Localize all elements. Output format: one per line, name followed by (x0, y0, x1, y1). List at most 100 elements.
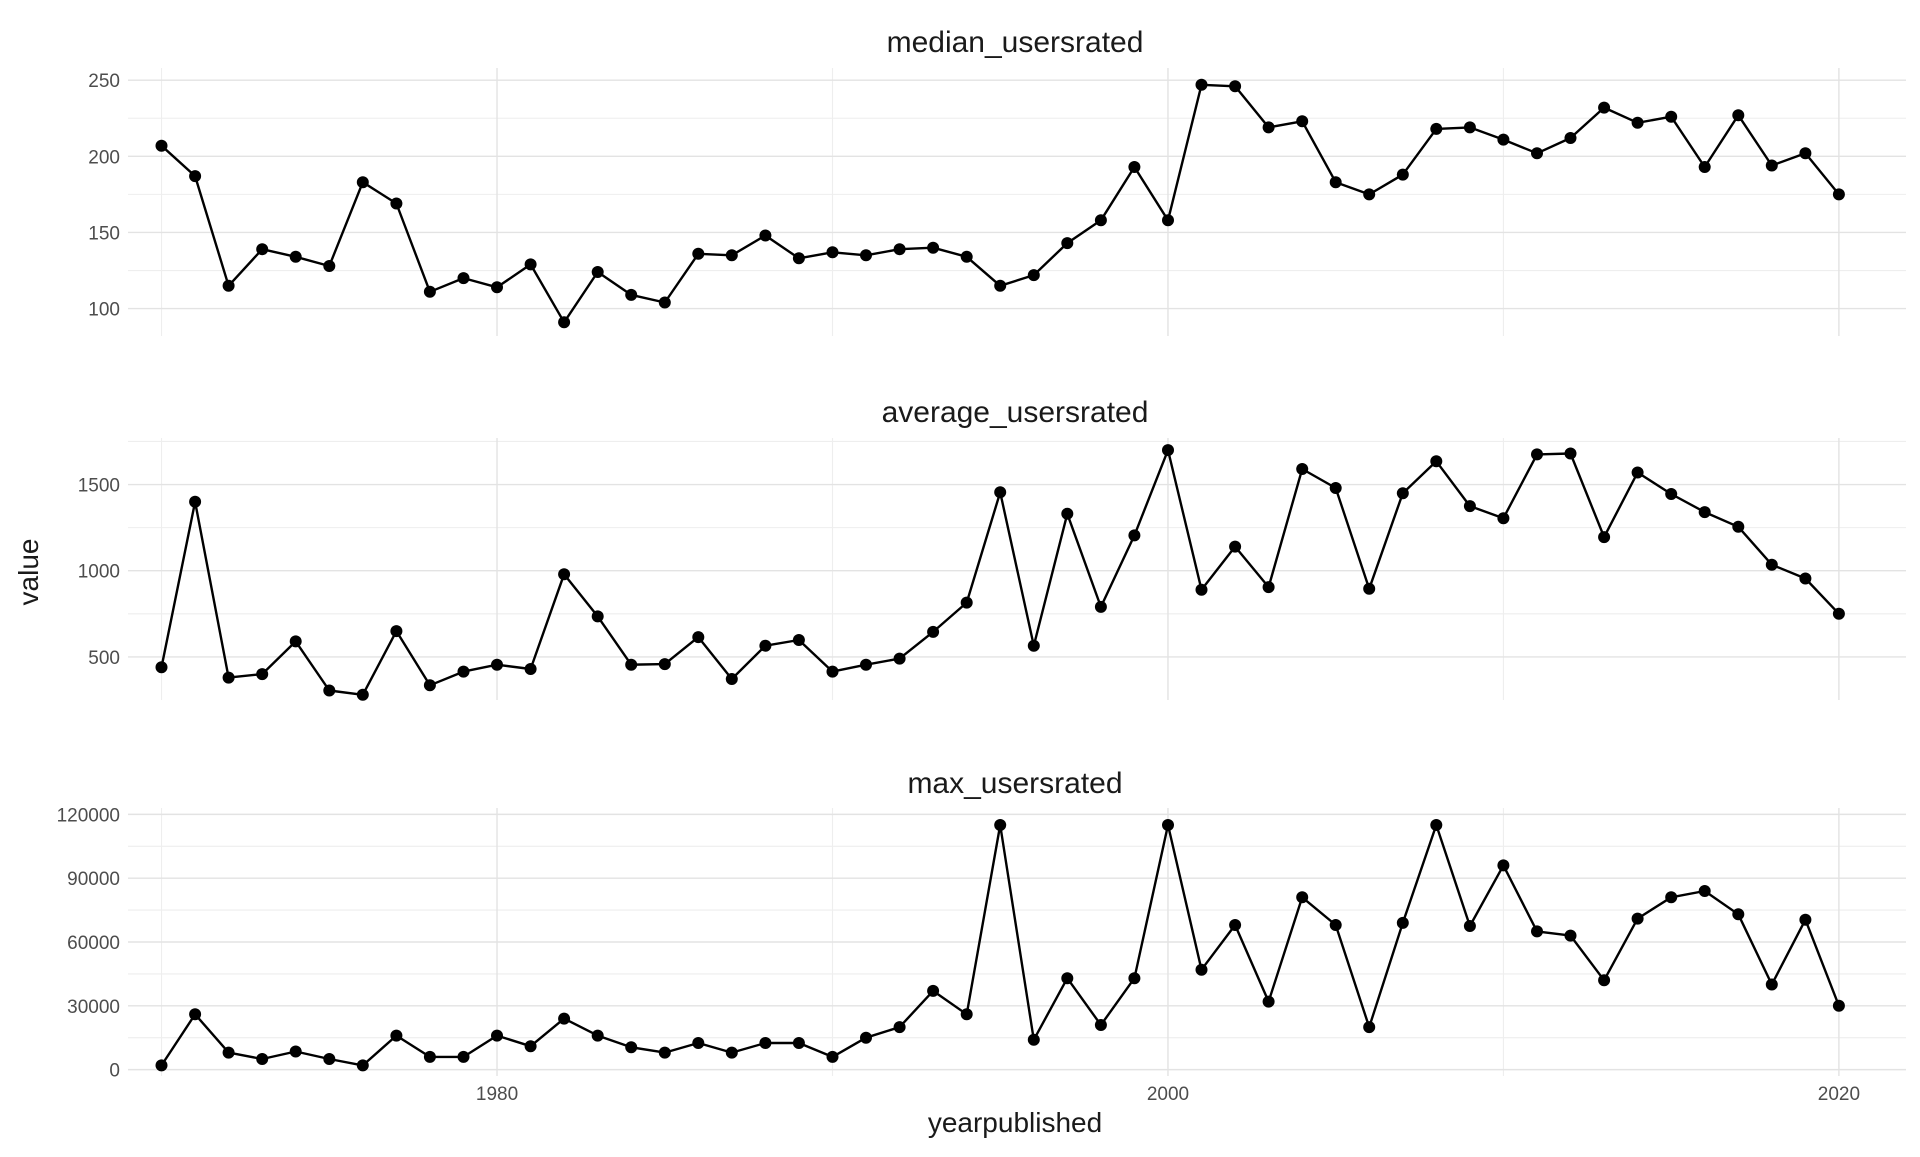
data-point (658, 296, 671, 309)
data-point (189, 170, 202, 183)
data-point (1262, 121, 1275, 134)
data-point (927, 625, 940, 638)
data-point (1128, 161, 1141, 173)
data-point (155, 1059, 168, 1072)
data-point (1296, 891, 1309, 904)
data-point (356, 688, 369, 701)
data-point (356, 1059, 369, 1072)
data-point (1430, 819, 1443, 831)
data-point (457, 665, 470, 678)
data-point (1262, 995, 1275, 1008)
data-point (625, 658, 638, 671)
data-point (256, 668, 269, 681)
x-tick-label: 2020 (1818, 1084, 1860, 1105)
data-point (591, 266, 604, 278)
data-point (1061, 237, 1074, 250)
data-point (256, 243, 269, 256)
panel-median-usersrated: 100 150 200 250 median_usersrated (88, 26, 1906, 336)
x-tick-label: 2000 (1147, 1084, 1189, 1105)
data-point (1094, 1019, 1107, 1031)
data-point (1094, 600, 1107, 613)
data-point (1296, 115, 1309, 128)
data-point (591, 610, 604, 623)
data-point (222, 1046, 235, 1059)
panel-title: median_usersrated (887, 26, 1144, 59)
data-point (256, 1053, 269, 1065)
data-point (1061, 507, 1074, 520)
data-point (1329, 482, 1342, 494)
data-point (1665, 488, 1678, 500)
data-point (1128, 972, 1141, 985)
y-tick-label: 1000 (78, 562, 120, 583)
x-tick-label: 1980 (476, 1084, 518, 1105)
data-point (759, 1037, 772, 1049)
data-point (1195, 583, 1208, 596)
data-point (423, 1050, 436, 1063)
data-point (1061, 972, 1074, 985)
data-point (1363, 1021, 1376, 1034)
data-point (1665, 891, 1678, 904)
data-point (1497, 133, 1510, 146)
data-point (1631, 466, 1644, 479)
data-point (1162, 819, 1174, 831)
data-point (826, 246, 839, 259)
y-tick-label: 500 (88, 648, 120, 669)
data-point (759, 639, 772, 652)
data-point (457, 272, 470, 285)
data-point (893, 652, 906, 665)
data-point (1799, 913, 1812, 926)
data-point (390, 625, 403, 638)
data-point (491, 1029, 503, 1042)
y-tick-label: 90000 (67, 869, 120, 890)
data-point (1732, 908, 1745, 921)
data-point (725, 1046, 738, 1059)
data-point (927, 984, 940, 997)
data-point (1799, 147, 1812, 160)
data-point (289, 250, 302, 263)
data-point (1531, 147, 1543, 160)
data-point (1162, 214, 1174, 227)
y-tick-label: 0 (109, 1061, 120, 1082)
data-point (994, 486, 1007, 499)
data-point (692, 1037, 705, 1049)
data-point (960, 1008, 973, 1021)
data-point (1497, 512, 1510, 525)
data-point (1564, 929, 1577, 942)
data-point (491, 281, 503, 294)
data-point (1363, 582, 1376, 595)
y-tick-label: 1500 (78, 476, 120, 497)
data-point (222, 279, 235, 292)
data-point (1463, 500, 1476, 513)
data-point (1396, 916, 1409, 929)
data-point (1296, 463, 1309, 475)
y-tick-label: 250 (88, 71, 120, 92)
data-point (1463, 920, 1476, 932)
data-point (658, 1046, 671, 1059)
data-point (1765, 978, 1778, 991)
data-point (524, 258, 537, 271)
data-point (692, 247, 705, 260)
data-point (994, 279, 1007, 292)
panel-title: average_usersrated (882, 396, 1149, 429)
data-point (1531, 925, 1543, 938)
data-point (289, 635, 302, 648)
data-point (1832, 188, 1845, 201)
data-point (1329, 919, 1342, 931)
data-point (222, 671, 235, 684)
data-point (323, 1053, 336, 1065)
data-point (323, 684, 336, 697)
data-point (1463, 121, 1476, 134)
data-point (189, 1008, 202, 1021)
data-point (1564, 132, 1577, 144)
data-point (1832, 607, 1845, 620)
data-point (289, 1045, 302, 1058)
panel-max-usersrated: 0 30000 60000 90000 120000 max_usersrated (57, 767, 1906, 1082)
data-point (927, 241, 940, 254)
data-point (1027, 269, 1040, 282)
data-point (558, 1012, 571, 1025)
data-point (1363, 188, 1376, 201)
data-point (1732, 109, 1745, 122)
data-point (1027, 1033, 1040, 1046)
data-point (1430, 122, 1443, 135)
